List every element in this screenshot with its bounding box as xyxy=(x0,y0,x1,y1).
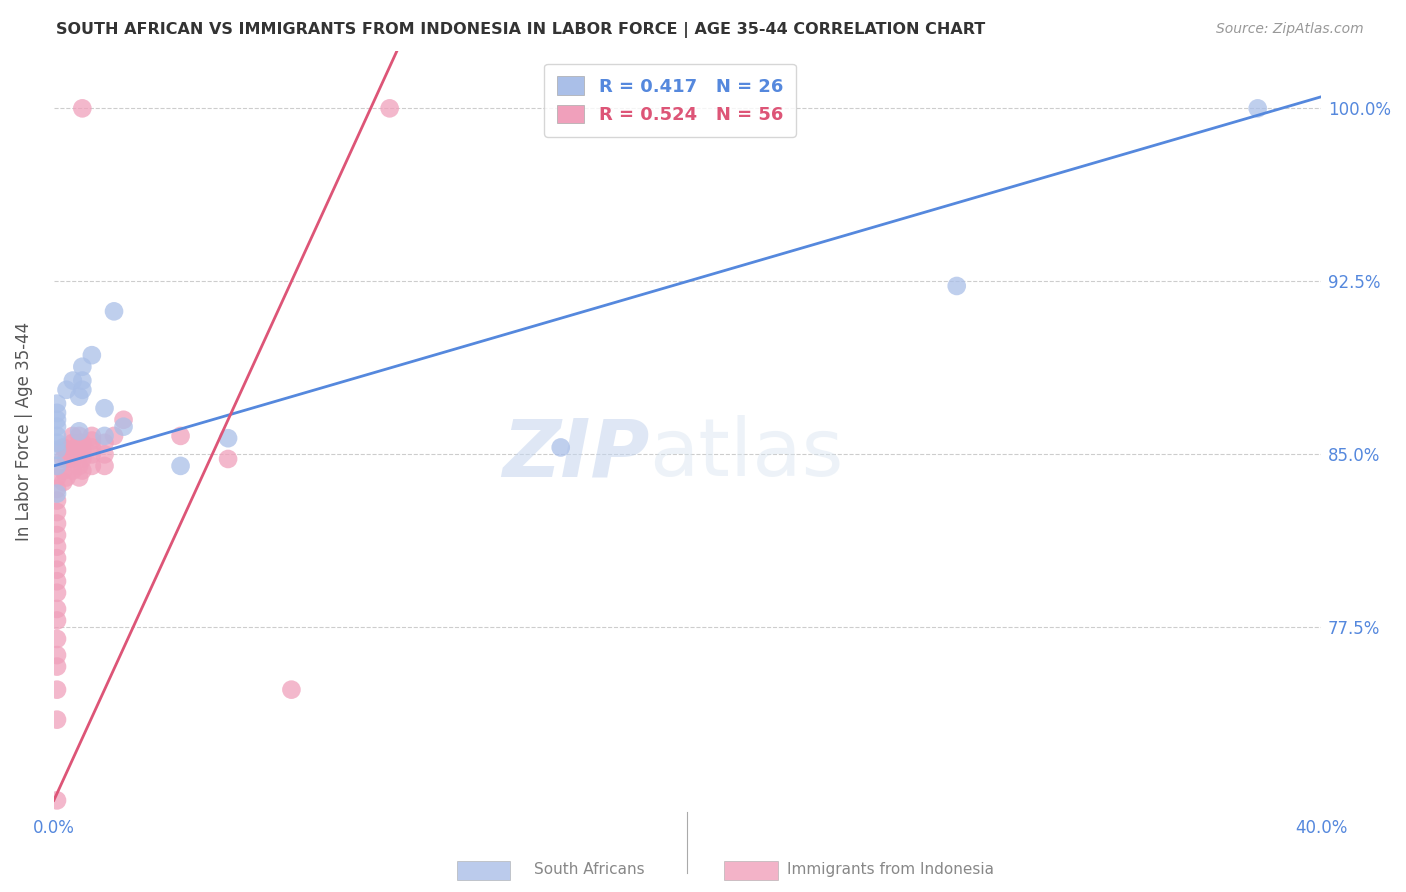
Point xyxy=(80,458,103,473)
Point xyxy=(46,586,69,600)
Point xyxy=(46,563,69,577)
Text: ZIP: ZIP xyxy=(502,415,650,493)
Point xyxy=(46,470,69,484)
Point xyxy=(67,470,90,484)
Point xyxy=(169,429,191,443)
Point xyxy=(46,614,69,628)
Point xyxy=(46,406,69,420)
Point xyxy=(550,441,572,455)
Text: Immigrants from Indonesia: Immigrants from Indonesia xyxy=(787,863,994,877)
Point xyxy=(46,396,69,410)
Point xyxy=(72,463,94,477)
Point xyxy=(46,713,69,727)
Point xyxy=(52,463,75,477)
Legend: R = 0.417   N = 26, R = 0.524   N = 56: R = 0.417 N = 26, R = 0.524 N = 56 xyxy=(544,63,796,136)
Point xyxy=(55,383,77,397)
Point xyxy=(67,458,90,473)
Point xyxy=(217,431,239,445)
Point xyxy=(80,441,103,455)
Point xyxy=(46,435,69,450)
Point xyxy=(80,447,103,461)
Point xyxy=(93,458,115,473)
Point xyxy=(46,419,69,434)
Point xyxy=(46,486,69,500)
Point xyxy=(46,516,69,531)
Point xyxy=(67,447,90,461)
Y-axis label: In Labor Force | Age 35-44: In Labor Force | Age 35-44 xyxy=(15,322,32,541)
Point xyxy=(46,793,69,807)
Point xyxy=(72,101,94,115)
Point xyxy=(72,374,94,388)
Point xyxy=(72,435,94,450)
Point xyxy=(62,374,84,388)
Point xyxy=(46,682,69,697)
Point xyxy=(72,452,94,467)
Point xyxy=(52,441,75,455)
Point xyxy=(46,602,69,616)
Text: atlas: atlas xyxy=(650,415,844,493)
Point xyxy=(67,435,90,450)
Point xyxy=(67,390,90,404)
Point xyxy=(46,659,69,673)
Point xyxy=(46,648,69,662)
Point xyxy=(80,434,103,448)
Point xyxy=(93,435,115,450)
Point xyxy=(945,279,967,293)
Point xyxy=(46,458,69,473)
Point xyxy=(72,442,94,457)
Point xyxy=(103,304,125,318)
Point xyxy=(52,452,75,467)
Text: SOUTH AFRICAN VS IMMIGRANTS FROM INDONESIA IN LABOR FORCE | AGE 35-44 CORRELATIO: SOUTH AFRICAN VS IMMIGRANTS FROM INDONES… xyxy=(56,22,986,38)
Point xyxy=(103,429,125,443)
Point xyxy=(55,442,77,457)
Point xyxy=(62,452,84,467)
Point xyxy=(46,551,69,566)
Point xyxy=(1247,101,1270,115)
Point xyxy=(169,458,191,473)
Point xyxy=(55,470,77,484)
Point xyxy=(217,452,239,467)
Point xyxy=(62,442,84,457)
Point xyxy=(93,401,115,416)
Point xyxy=(80,429,103,443)
Point xyxy=(93,447,115,461)
Point xyxy=(67,441,90,455)
Point xyxy=(46,493,69,508)
Point xyxy=(67,425,90,439)
Point xyxy=(46,413,69,427)
Point xyxy=(46,574,69,589)
Point xyxy=(46,482,69,496)
Point xyxy=(72,383,94,397)
Point xyxy=(280,682,302,697)
Point xyxy=(72,359,94,374)
Point xyxy=(62,429,84,443)
Point xyxy=(55,452,77,467)
Point xyxy=(46,505,69,519)
Point xyxy=(93,429,115,443)
Point xyxy=(46,528,69,542)
Point xyxy=(46,632,69,646)
Point xyxy=(46,429,69,443)
Point xyxy=(378,101,401,115)
Point xyxy=(62,435,84,450)
Text: South Africans: South Africans xyxy=(534,863,645,877)
Point xyxy=(67,429,90,443)
Point xyxy=(112,413,135,427)
Point xyxy=(52,475,75,489)
Point xyxy=(80,348,103,362)
Point xyxy=(112,419,135,434)
Point xyxy=(46,540,69,554)
Point xyxy=(62,463,84,477)
Text: Source: ZipAtlas.com: Source: ZipAtlas.com xyxy=(1216,22,1364,37)
Point xyxy=(46,442,69,457)
